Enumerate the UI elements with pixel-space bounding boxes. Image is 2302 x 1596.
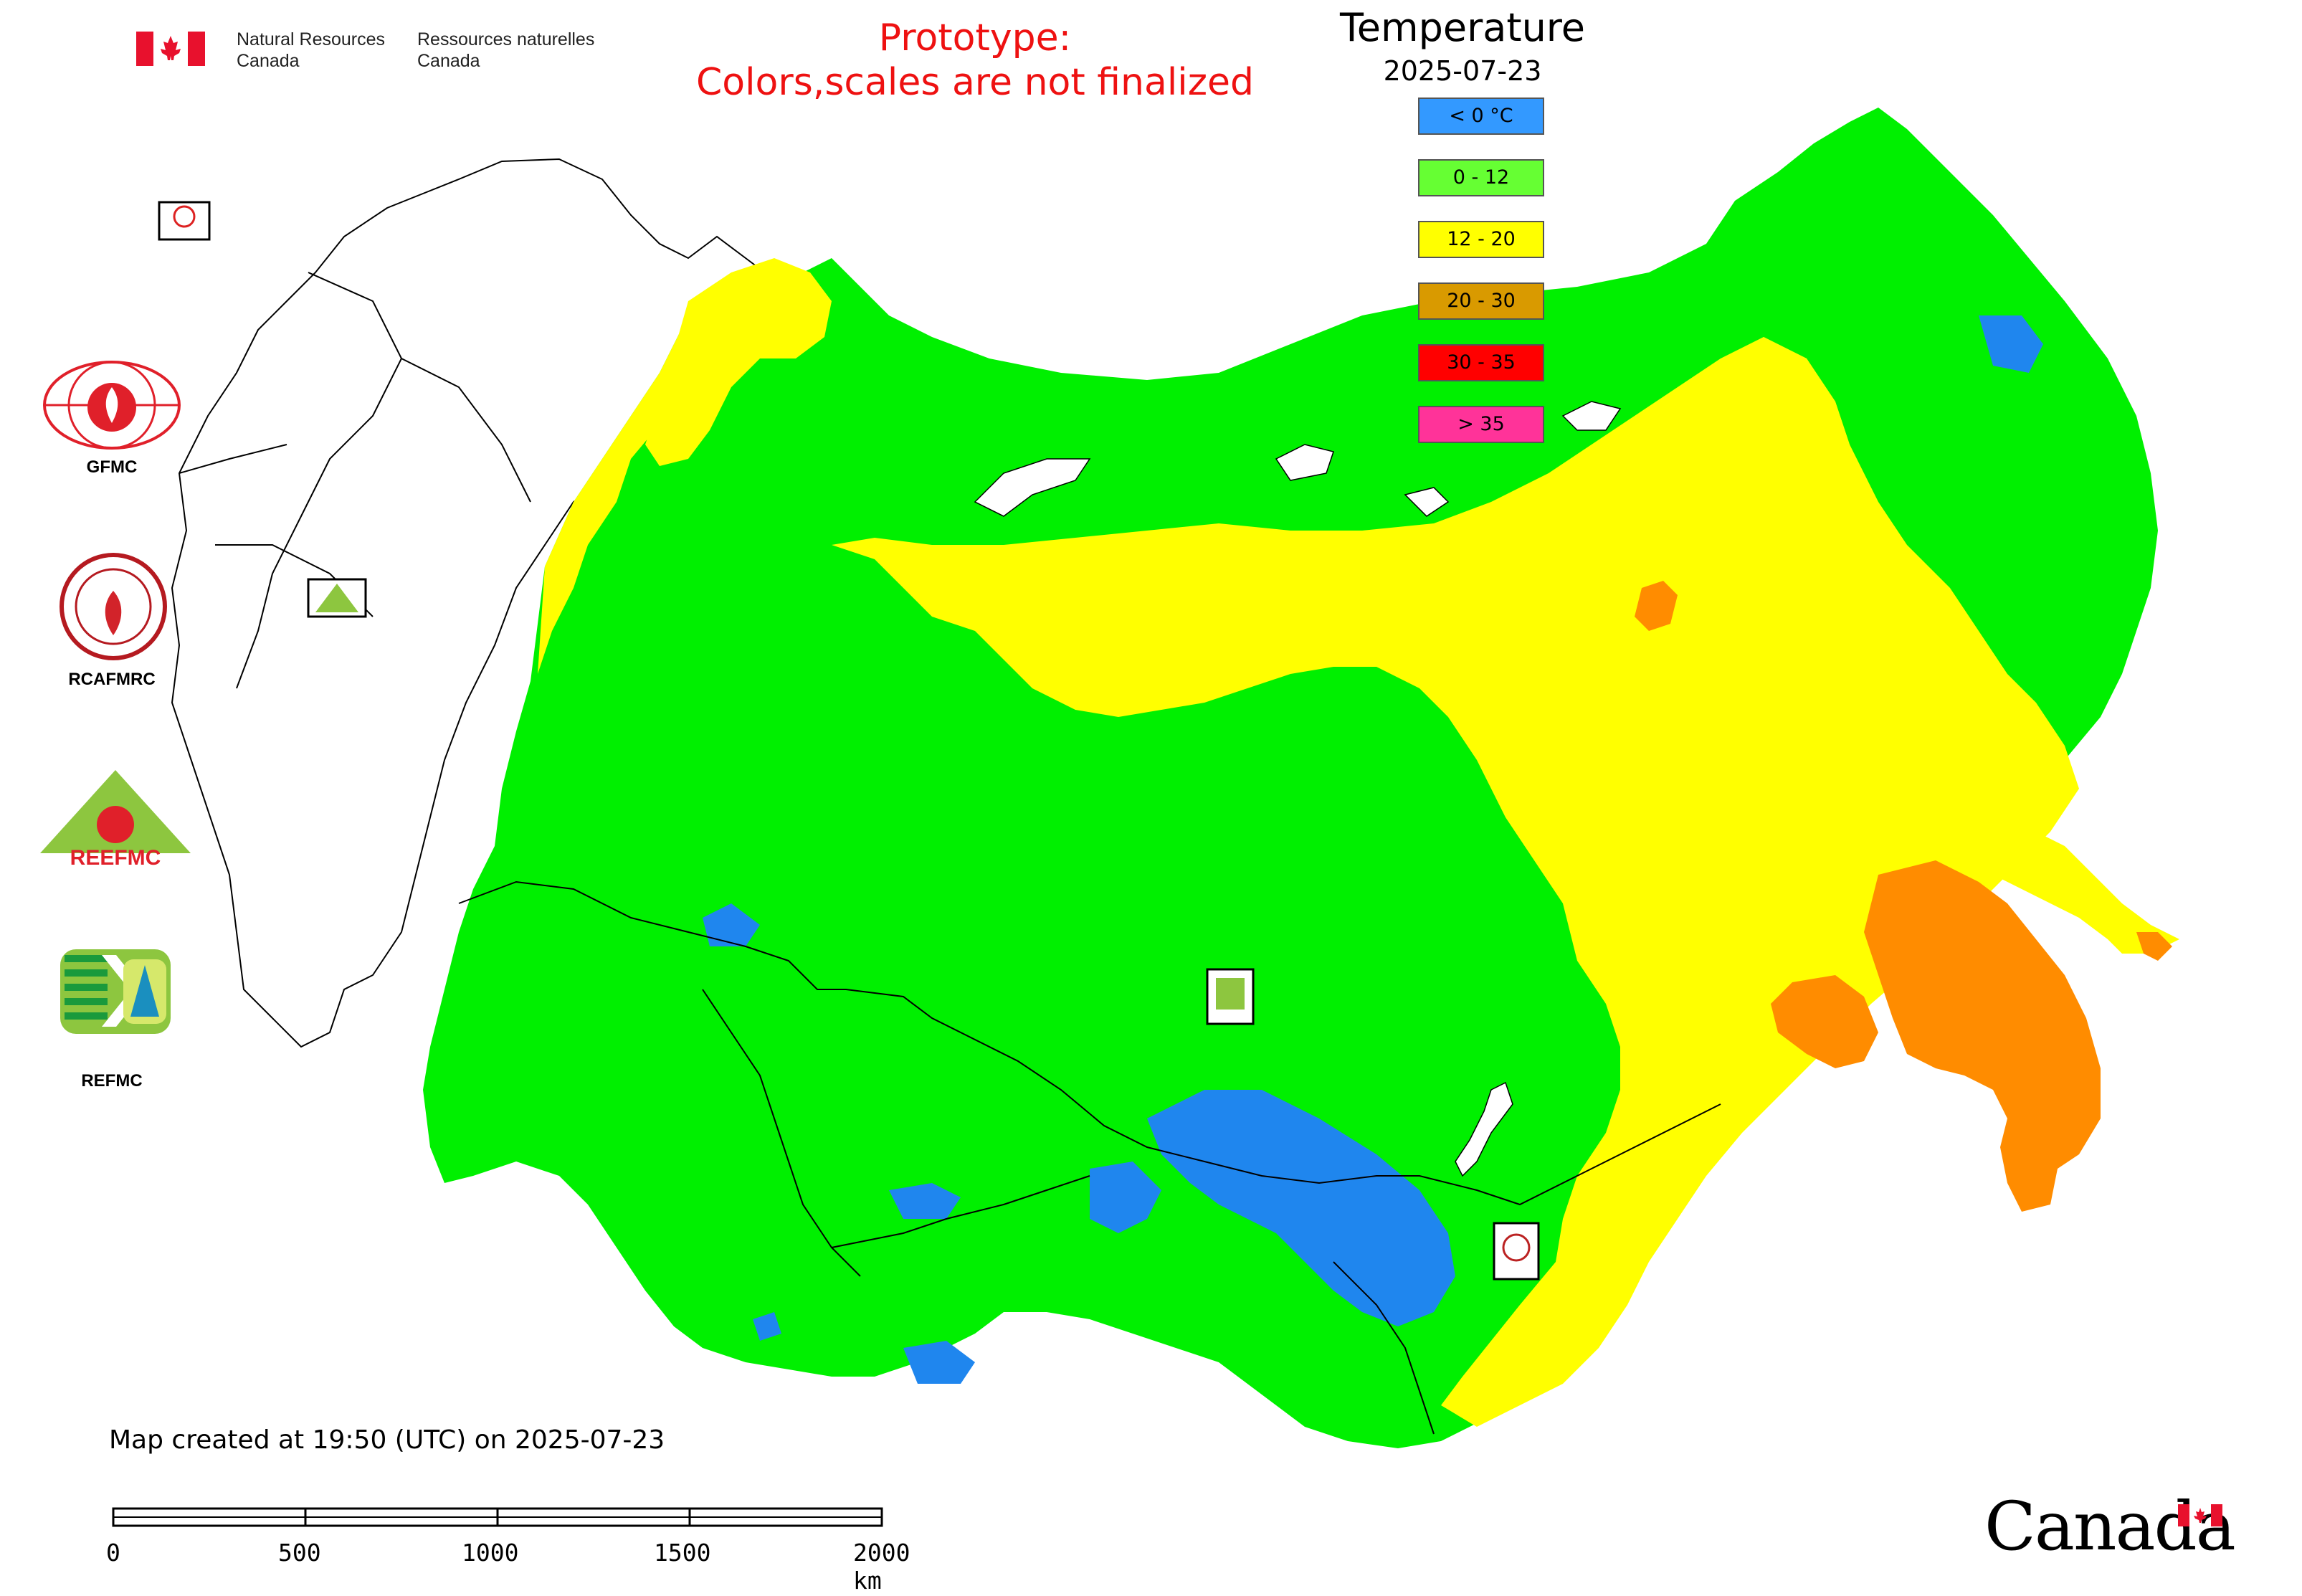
gov-name-en: Natural Resources Canada xyxy=(237,29,385,72)
refmc-logo-icon xyxy=(60,949,171,1034)
prototype-line2: Colors,scales are not finalized xyxy=(695,61,1255,104)
map-markers xyxy=(158,201,1540,1281)
map-created-note: Map created at 19:50 (UTC) on 2025-07-23 xyxy=(109,1425,665,1455)
region-mild-chukotka xyxy=(1706,337,1979,674)
region-mild-east xyxy=(1878,796,2179,954)
legend-item-30-35: 30 - 35 xyxy=(1418,344,1544,381)
canada-flag-icon xyxy=(136,32,205,66)
prototype-line1: Prototype: xyxy=(878,16,1072,60)
arctic-islands xyxy=(974,401,1622,517)
gfmc-marker-icon xyxy=(158,201,211,241)
legend-item-20-30: 20 - 30 xyxy=(1418,282,1544,320)
scale-tick-500: 500 xyxy=(278,1539,321,1567)
scale-tick-1500: 1500 xyxy=(654,1539,711,1567)
rcafmrc-logo-icon xyxy=(60,553,167,660)
reefmc-logo-icon: REEFMC xyxy=(40,770,191,868)
legend-date: 2025-07-23 xyxy=(1383,55,1542,87)
government-signature: Natural Resources Canada Ressources natu… xyxy=(136,26,602,76)
canada-wordmark-flag-icon xyxy=(2178,1504,2222,1526)
region-mild-kola xyxy=(645,258,832,466)
gfmc-logo-icon xyxy=(43,361,181,450)
rcafmrc-marker-icon xyxy=(1493,1222,1540,1281)
refmc-label: REFMC xyxy=(81,1071,143,1091)
scale-tick-2000: 2000 km xyxy=(853,1539,910,1595)
country-borders xyxy=(458,880,1721,1435)
reefmc-logo-text: REEFMC xyxy=(70,846,161,868)
gov-en-line1: Natural Resources xyxy=(237,29,386,49)
gov-fr-line2: Canada xyxy=(417,51,480,71)
gfmc-label: GFMC xyxy=(86,457,138,477)
legend-item-0-12: 0 - 12 xyxy=(1418,159,1544,196)
prototype-notice: Prototype: Colors,scales are not finaliz… xyxy=(645,16,1305,105)
gov-en-line2: Canada xyxy=(237,51,300,71)
gov-name-fr: Ressources naturelles Canada xyxy=(417,29,594,72)
region-warm xyxy=(1635,581,2172,1212)
canada-wordmark: Canada xyxy=(1984,1488,2236,1566)
legend-item-12-20: 12 - 20 xyxy=(1418,221,1544,258)
scale-bar-graphic xyxy=(112,1507,883,1527)
region-cold xyxy=(703,315,2043,1384)
gov-fr-line1: Ressources naturelles xyxy=(417,29,595,49)
scale-bar: 0 500 1000 1500 2000 km xyxy=(106,1504,910,1595)
scale-tick-0: 0 xyxy=(106,1539,120,1567)
legend-item-above-35: > 35 xyxy=(1418,406,1544,443)
rcafmrc-label: RCAFMRC xyxy=(68,670,156,689)
legend-title: Temperature xyxy=(1339,5,1586,50)
scale-tick-1000: 1000 xyxy=(462,1539,519,1567)
legend-item-below-0: < 0 °C xyxy=(1418,98,1544,135)
region-mild-arctic xyxy=(832,337,2079,1427)
lake-baikal xyxy=(1455,1081,1513,1177)
